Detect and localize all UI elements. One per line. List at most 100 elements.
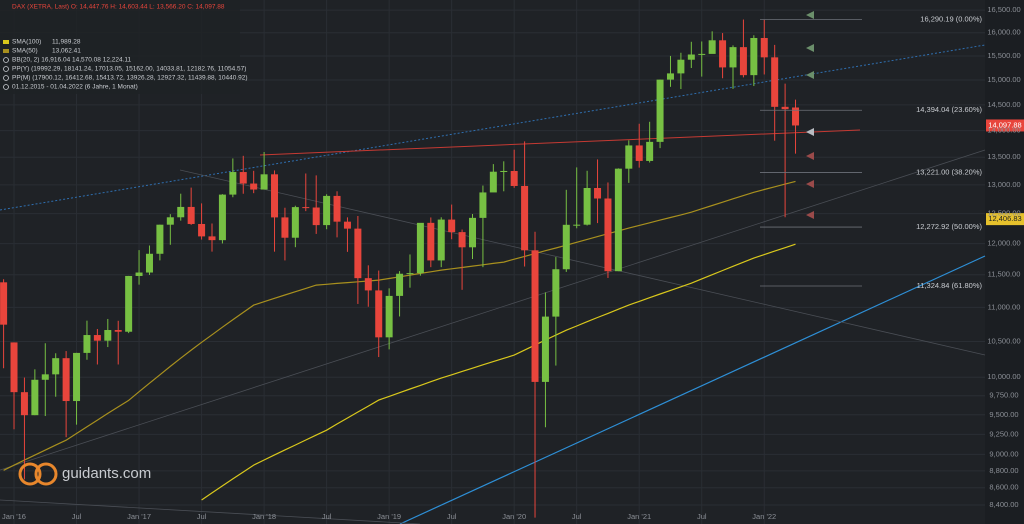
x-tick-label: Jan '17	[127, 512, 151, 521]
candle-body	[104, 330, 112, 341]
candle-body	[145, 253, 153, 273]
arrow	[806, 211, 814, 219]
candle-body	[698, 53, 706, 55]
y-tick-label: 12,000.00	[987, 239, 1020, 248]
candle-body	[604, 198, 612, 272]
candle-body	[458, 232, 466, 248]
x-tick-label: Jan '21	[627, 512, 651, 521]
x-tick-label: Jul	[72, 512, 82, 521]
candle-body	[500, 170, 508, 172]
y-tick-label: 8,600.00	[989, 483, 1018, 492]
candle-body	[677, 59, 685, 74]
candle-body	[250, 183, 258, 190]
y-tick-label: 14,000.00	[987, 126, 1020, 135]
candle-body	[93, 335, 101, 341]
y-tick-label: 10,000.00	[987, 372, 1020, 381]
candle-body	[52, 358, 60, 375]
legend-icon	[3, 66, 9, 72]
y-axis-panel	[985, 0, 1024, 524]
y-tick-label: 8,800.00	[989, 466, 1018, 475]
candle-body	[739, 47, 747, 76]
y-tick-label: 9,750.00	[989, 391, 1018, 400]
candle-body	[343, 221, 351, 229]
candle-body	[489, 171, 497, 193]
candle-body	[771, 57, 779, 107]
candle-body	[521, 185, 529, 251]
candle-body	[271, 174, 279, 218]
arrow	[806, 44, 814, 52]
legend-value: 13,062.41	[52, 48, 81, 55]
trendline	[0, 44, 986, 211]
y-tick-label: 13,500.00	[987, 152, 1020, 161]
candle-body	[708, 40, 716, 54]
candle-body	[156, 224, 164, 254]
signal-arrows	[806, 11, 814, 219]
y-tick-label: 12,500.00	[987, 209, 1020, 218]
fib-label: 12,272.92 (50.00%)	[916, 222, 982, 231]
x-tick-label: Jan '20	[502, 512, 526, 521]
legend-bg	[0, 0, 240, 94]
candle-body	[448, 219, 456, 233]
fib-label: 14,394.04 (23.60%)	[916, 105, 982, 114]
candle-body	[83, 335, 91, 353]
indicator-label: PP(Y) (19992.29, 18141.24, 17013.05, 151…	[12, 66, 246, 73]
y-tick-label: 11,500.00	[988, 270, 1021, 279]
candle-body	[750, 37, 758, 76]
candle-body	[635, 145, 643, 161]
legend-swatch	[3, 40, 9, 44]
indicator-label: 01.12.2015 - 01.04.2022 (6 Jahre, 1 Mona…	[12, 84, 138, 91]
arrow	[806, 71, 814, 79]
candle-body	[781, 106, 789, 110]
fib-label: 13,221.00 (38.20%)	[916, 168, 982, 177]
legend-label: SMA(50)	[12, 48, 38, 55]
candle-body	[364, 278, 372, 291]
candle-body	[656, 79, 664, 142]
arrow	[806, 152, 814, 160]
x-tick-label: Jul	[322, 512, 332, 521]
x-tick-label: Jan '16	[2, 512, 26, 521]
y-tick-label: 9,500.00	[989, 410, 1018, 419]
candle-body	[792, 107, 800, 126]
candle-body	[198, 223, 206, 237]
candle-body	[166, 217, 174, 225]
candle-body	[125, 275, 133, 332]
candle-body	[208, 236, 216, 241]
logo-icon	[34, 462, 58, 486]
legend-header: DAX (XETRA, Last) O: 14,447.76 H: 14,603…	[12, 4, 225, 11]
y-tick-label: 9,000.00	[989, 449, 1018, 458]
candle-body	[625, 145, 633, 169]
x-tick-label: Jul	[197, 512, 207, 521]
candle-body	[41, 374, 49, 380]
trendline	[259, 129, 861, 156]
arrow	[806, 11, 814, 19]
candles	[0, 19, 800, 518]
candle-body	[469, 217, 476, 248]
candle-body	[10, 342, 18, 393]
candle-body	[646, 141, 654, 161]
trendline	[399, 255, 986, 524]
sma-line	[201, 243, 796, 501]
fib-label: 11,324.84 (61.80%)	[917, 281, 983, 290]
x-tick-label: Jul	[572, 512, 582, 521]
candle-body	[312, 207, 320, 226]
candle-body	[239, 172, 247, 184]
fib-label: 16,290.19 (0.00%)	[920, 15, 982, 24]
candle-body	[594, 188, 602, 199]
logo-icon	[18, 462, 42, 486]
candle-body	[531, 250, 539, 382]
candle-body	[302, 207, 310, 209]
candle-body	[354, 228, 362, 279]
y-tick-label: 16,000.00	[987, 28, 1020, 37]
legend: DAX (XETRA, Last) O: 14,447.76 H: 14,603…	[0, 0, 248, 94]
x-tick-label: Jul	[447, 512, 457, 521]
candle-body	[62, 358, 70, 402]
candle-body	[396, 273, 404, 296]
price-marker	[986, 213, 1024, 226]
price-marker-label: 12,406.83	[988, 214, 1021, 223]
x-tick-label: Jan '18	[252, 512, 276, 521]
trendline	[0, 149, 986, 471]
y-tick-label: 15,000.00	[987, 75, 1020, 84]
candle-body	[437, 219, 445, 261]
candle-body	[20, 392, 28, 416]
